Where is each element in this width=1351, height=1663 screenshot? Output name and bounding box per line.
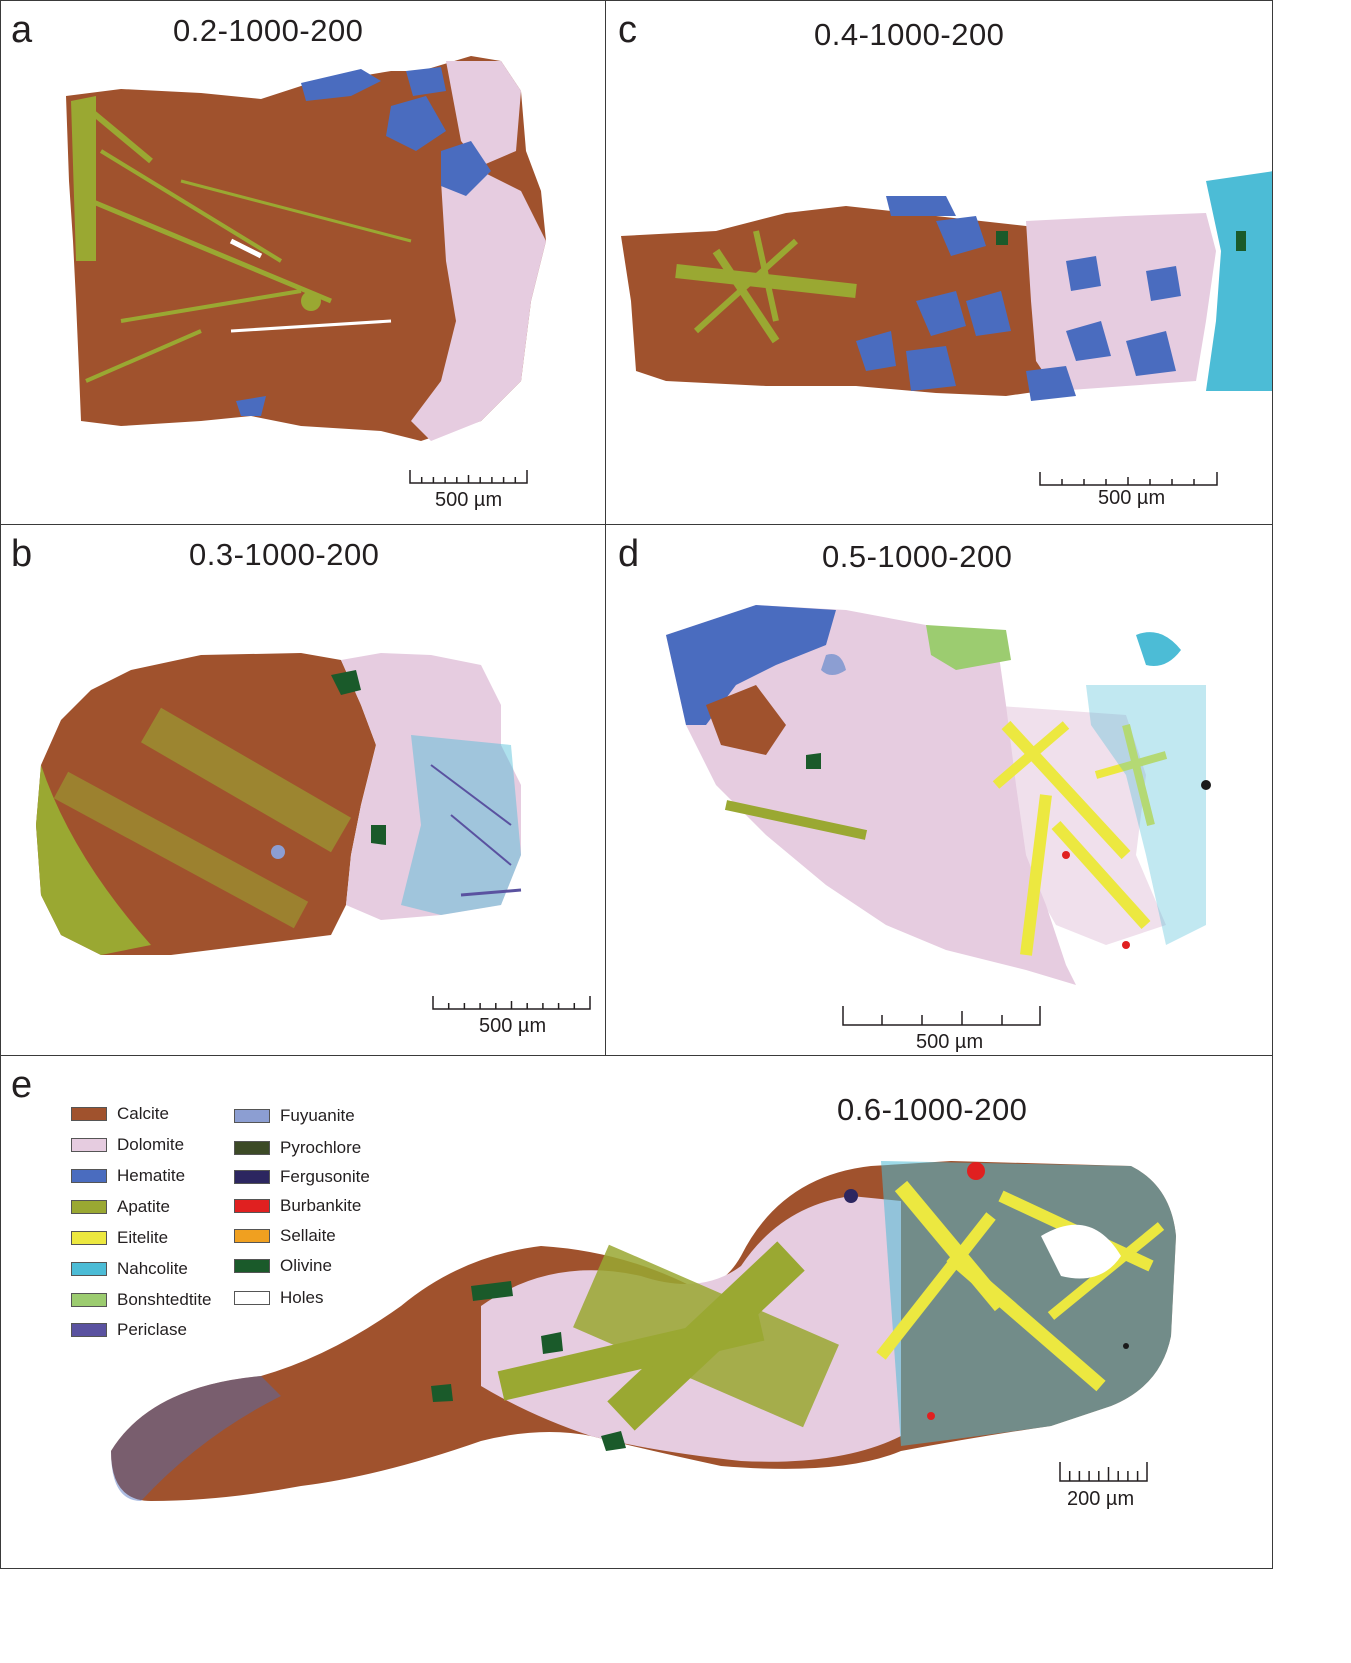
panel-b-letter: b bbox=[11, 533, 33, 575]
legend-swatch-fergusonite bbox=[234, 1170, 270, 1184]
scale-bar-e bbox=[1059, 1462, 1148, 1482]
legend-swatch-olivine bbox=[234, 1259, 270, 1273]
legend-swatch-bonshtedtite bbox=[71, 1293, 107, 1307]
legend-swatch-sellaite bbox=[234, 1229, 270, 1243]
legend-item-nahcolite: Nahcolite bbox=[71, 1258, 188, 1280]
scale-bar-d bbox=[842, 1006, 1041, 1026]
panel-b-title: 0.3-1000-200 bbox=[189, 537, 380, 572]
scale-label-d: 500 µm bbox=[916, 1031, 984, 1053]
phase-map-e bbox=[111, 1161, 1176, 1501]
legend-swatch-pyrochlore bbox=[234, 1141, 270, 1155]
legend-item-burbankite: Burbankite bbox=[234, 1195, 361, 1217]
panel-c-letter: c bbox=[618, 9, 637, 51]
legend-item-olivine: Olivine bbox=[234, 1255, 332, 1277]
panel-e-letter: e bbox=[11, 1064, 33, 1106]
scale-label-c: 500 µm bbox=[1098, 487, 1166, 509]
panel-d: d 0.5-1000-200 500 µm bbox=[605, 524, 1273, 1056]
legend-item-holes: Holes bbox=[234, 1287, 323, 1309]
legend-item-eitelite: Eitelite bbox=[71, 1227, 168, 1249]
legend-swatch-burbankite bbox=[234, 1199, 270, 1213]
panel-d-title: 0.5-1000-200 bbox=[822, 539, 1013, 574]
phase-map-b bbox=[36, 653, 522, 955]
legend-item-dolomite: Dolomite bbox=[71, 1134, 184, 1156]
scale-label-a: 500 µm bbox=[435, 489, 503, 511]
scale-bar-b bbox=[432, 996, 591, 1010]
panel-a: a 0.2-1000-200 500 µm bbox=[0, 0, 606, 525]
panel-c-title: 0.4-1000-200 bbox=[814, 17, 1005, 52]
panel-a-letter: a bbox=[11, 9, 33, 51]
legend-swatch-holes bbox=[234, 1291, 270, 1305]
panel-e-title: 0.6-1000-200 bbox=[837, 1092, 1028, 1127]
legend-item-pyrochlore: Pyrochlore bbox=[234, 1137, 361, 1159]
scale-bar-a bbox=[409, 470, 528, 484]
legend-item-fuyuanite: Fuyuanite bbox=[234, 1105, 355, 1127]
panel-e: e 0.6-1000-200 Calcite Dolomite Hematite… bbox=[0, 1055, 1273, 1569]
legend-swatch-dolomite bbox=[71, 1138, 107, 1152]
legend-item-fergusonite: Fergusonite bbox=[234, 1166, 370, 1188]
panel-b: b 0.3-1000-200 500 µm bbox=[0, 524, 606, 1056]
legend-swatch-fuyuanite bbox=[234, 1109, 270, 1123]
legend-swatch-eitelite bbox=[71, 1231, 107, 1245]
legend-item-hematite: Hematite bbox=[71, 1165, 185, 1187]
phase-map-d bbox=[666, 605, 1211, 985]
legend-swatch-calcite bbox=[71, 1107, 107, 1121]
legend-swatch-hematite bbox=[71, 1169, 107, 1183]
legend-swatch-apatite bbox=[71, 1200, 107, 1214]
legend-item-calcite: Calcite bbox=[71, 1103, 169, 1125]
scale-label-e: 200 µm bbox=[1067, 1488, 1135, 1510]
scale-label-b: 500 µm bbox=[479, 1015, 547, 1037]
panel-a-title: 0.2-1000-200 bbox=[173, 13, 364, 48]
panel-d-letter: d bbox=[618, 533, 640, 575]
legend-swatch-nahcolite bbox=[71, 1262, 107, 1276]
phase-map-c bbox=[621, 171, 1272, 401]
scale-bar-c bbox=[1039, 472, 1218, 486]
legend-item-periclase: Periclase bbox=[71, 1319, 187, 1341]
legend-item-apatite: Apatite bbox=[71, 1196, 170, 1218]
legend-item-bonshtedtite: Bonshtedtite bbox=[71, 1289, 212, 1311]
legend-swatch-periclase bbox=[71, 1323, 107, 1337]
phase-map-a bbox=[66, 56, 546, 441]
panel-c: c 0.4-1000-200 500 µm bbox=[605, 0, 1273, 525]
legend-item-sellaite: Sellaite bbox=[234, 1225, 336, 1247]
